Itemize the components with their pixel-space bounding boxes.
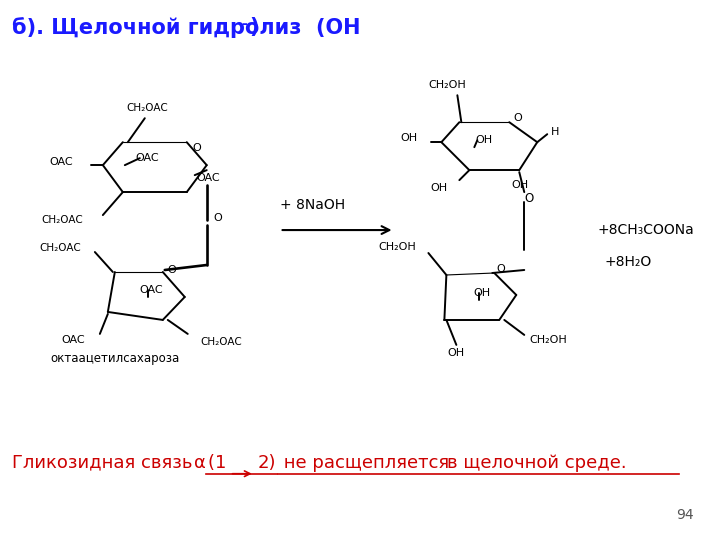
Text: O: O (524, 192, 534, 205)
Text: +8H₂O: +8H₂O (604, 255, 652, 269)
Text: CH₂OAC: CH₂OAC (201, 337, 243, 347)
Text: O: O (168, 265, 176, 275)
Text: CH₂OH: CH₂OH (428, 80, 467, 90)
Text: 2): 2) (258, 454, 276, 472)
Text: OH: OH (511, 180, 528, 190)
Text: ): ) (250, 17, 259, 37)
Text: -: - (242, 17, 248, 31)
Text: OH: OH (474, 288, 491, 298)
Text: OAC: OAC (49, 157, 73, 167)
Text: OAC: OAC (135, 153, 158, 163)
Text: O: O (192, 143, 201, 153)
Text: б). Щелочной гидролиз  (OH: б). Щелочной гидролиз (OH (12, 17, 361, 38)
Text: 94: 94 (676, 508, 694, 522)
Text: H: H (552, 127, 559, 137)
Text: OAC: OAC (139, 285, 163, 295)
Text: OAC: OAC (197, 173, 220, 183)
Text: +8CH₃COONa: +8CH₃COONa (597, 223, 694, 237)
Text: α: α (194, 454, 206, 472)
Text: + 8NaOH: + 8NaOH (279, 198, 345, 212)
Text: OAC: OAC (61, 335, 85, 345)
Text: OH: OH (431, 183, 447, 193)
Text: CH₂OAC: CH₂OAC (41, 215, 83, 225)
Text: CH₂OH: CH₂OH (529, 335, 567, 345)
Text: CH₂OH: CH₂OH (379, 242, 416, 252)
Text: OH: OH (400, 133, 418, 143)
Text: (1: (1 (207, 454, 232, 472)
Text: в щелочной среде.: в щелочной среде. (447, 454, 627, 472)
Text: октаацетилсахароза: октаацетилсахароза (50, 352, 179, 365)
Text: CH₂OAC: CH₂OAC (126, 103, 168, 113)
Text: O: O (214, 213, 222, 223)
Text: не расщепляется: не расщепляется (278, 454, 454, 472)
Text: O: O (496, 264, 505, 274)
Text: OH: OH (448, 348, 465, 358)
Text: O: O (513, 113, 522, 123)
Text: CH₂OAC: CH₂OAC (39, 243, 81, 253)
Text: Гликозидная связь: Гликозидная связь (12, 454, 192, 472)
Text: OH: OH (476, 135, 493, 145)
